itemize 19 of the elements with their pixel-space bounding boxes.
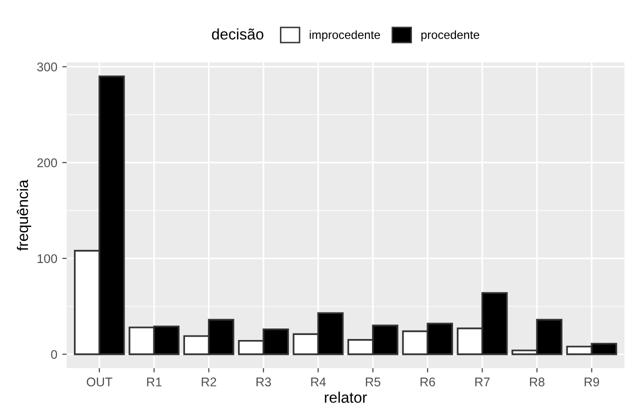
x-tick-label: R9 (584, 378, 600, 386)
legend-label: procedente (421, 30, 480, 42)
x-tick-label: R7 (475, 378, 490, 386)
y-axis-title: frequência (16, 180, 32, 251)
legend-title: decisão (212, 28, 264, 40)
x-tick-label: OUT (86, 378, 112, 386)
y-tick-label: 100 (38, 254, 58, 264)
x-tick-label: R8 (530, 378, 544, 386)
y-tick-label: 300 (37, 62, 58, 72)
y-tick-label: 0 (51, 350, 58, 359)
y-tick-label: 200 (37, 158, 58, 168)
x-tick-label: R1 (147, 378, 162, 386)
x-tick-label: R5 (366, 378, 380, 386)
x-tick-label: R6 (420, 378, 436, 386)
x-tick-label: R2 (202, 378, 216, 386)
legend-label: improcedente (310, 30, 380, 42)
x-tick-label: R4 (311, 378, 326, 386)
x-tick-label: R3 (256, 378, 271, 386)
x-axis-title: relator (324, 392, 367, 403)
